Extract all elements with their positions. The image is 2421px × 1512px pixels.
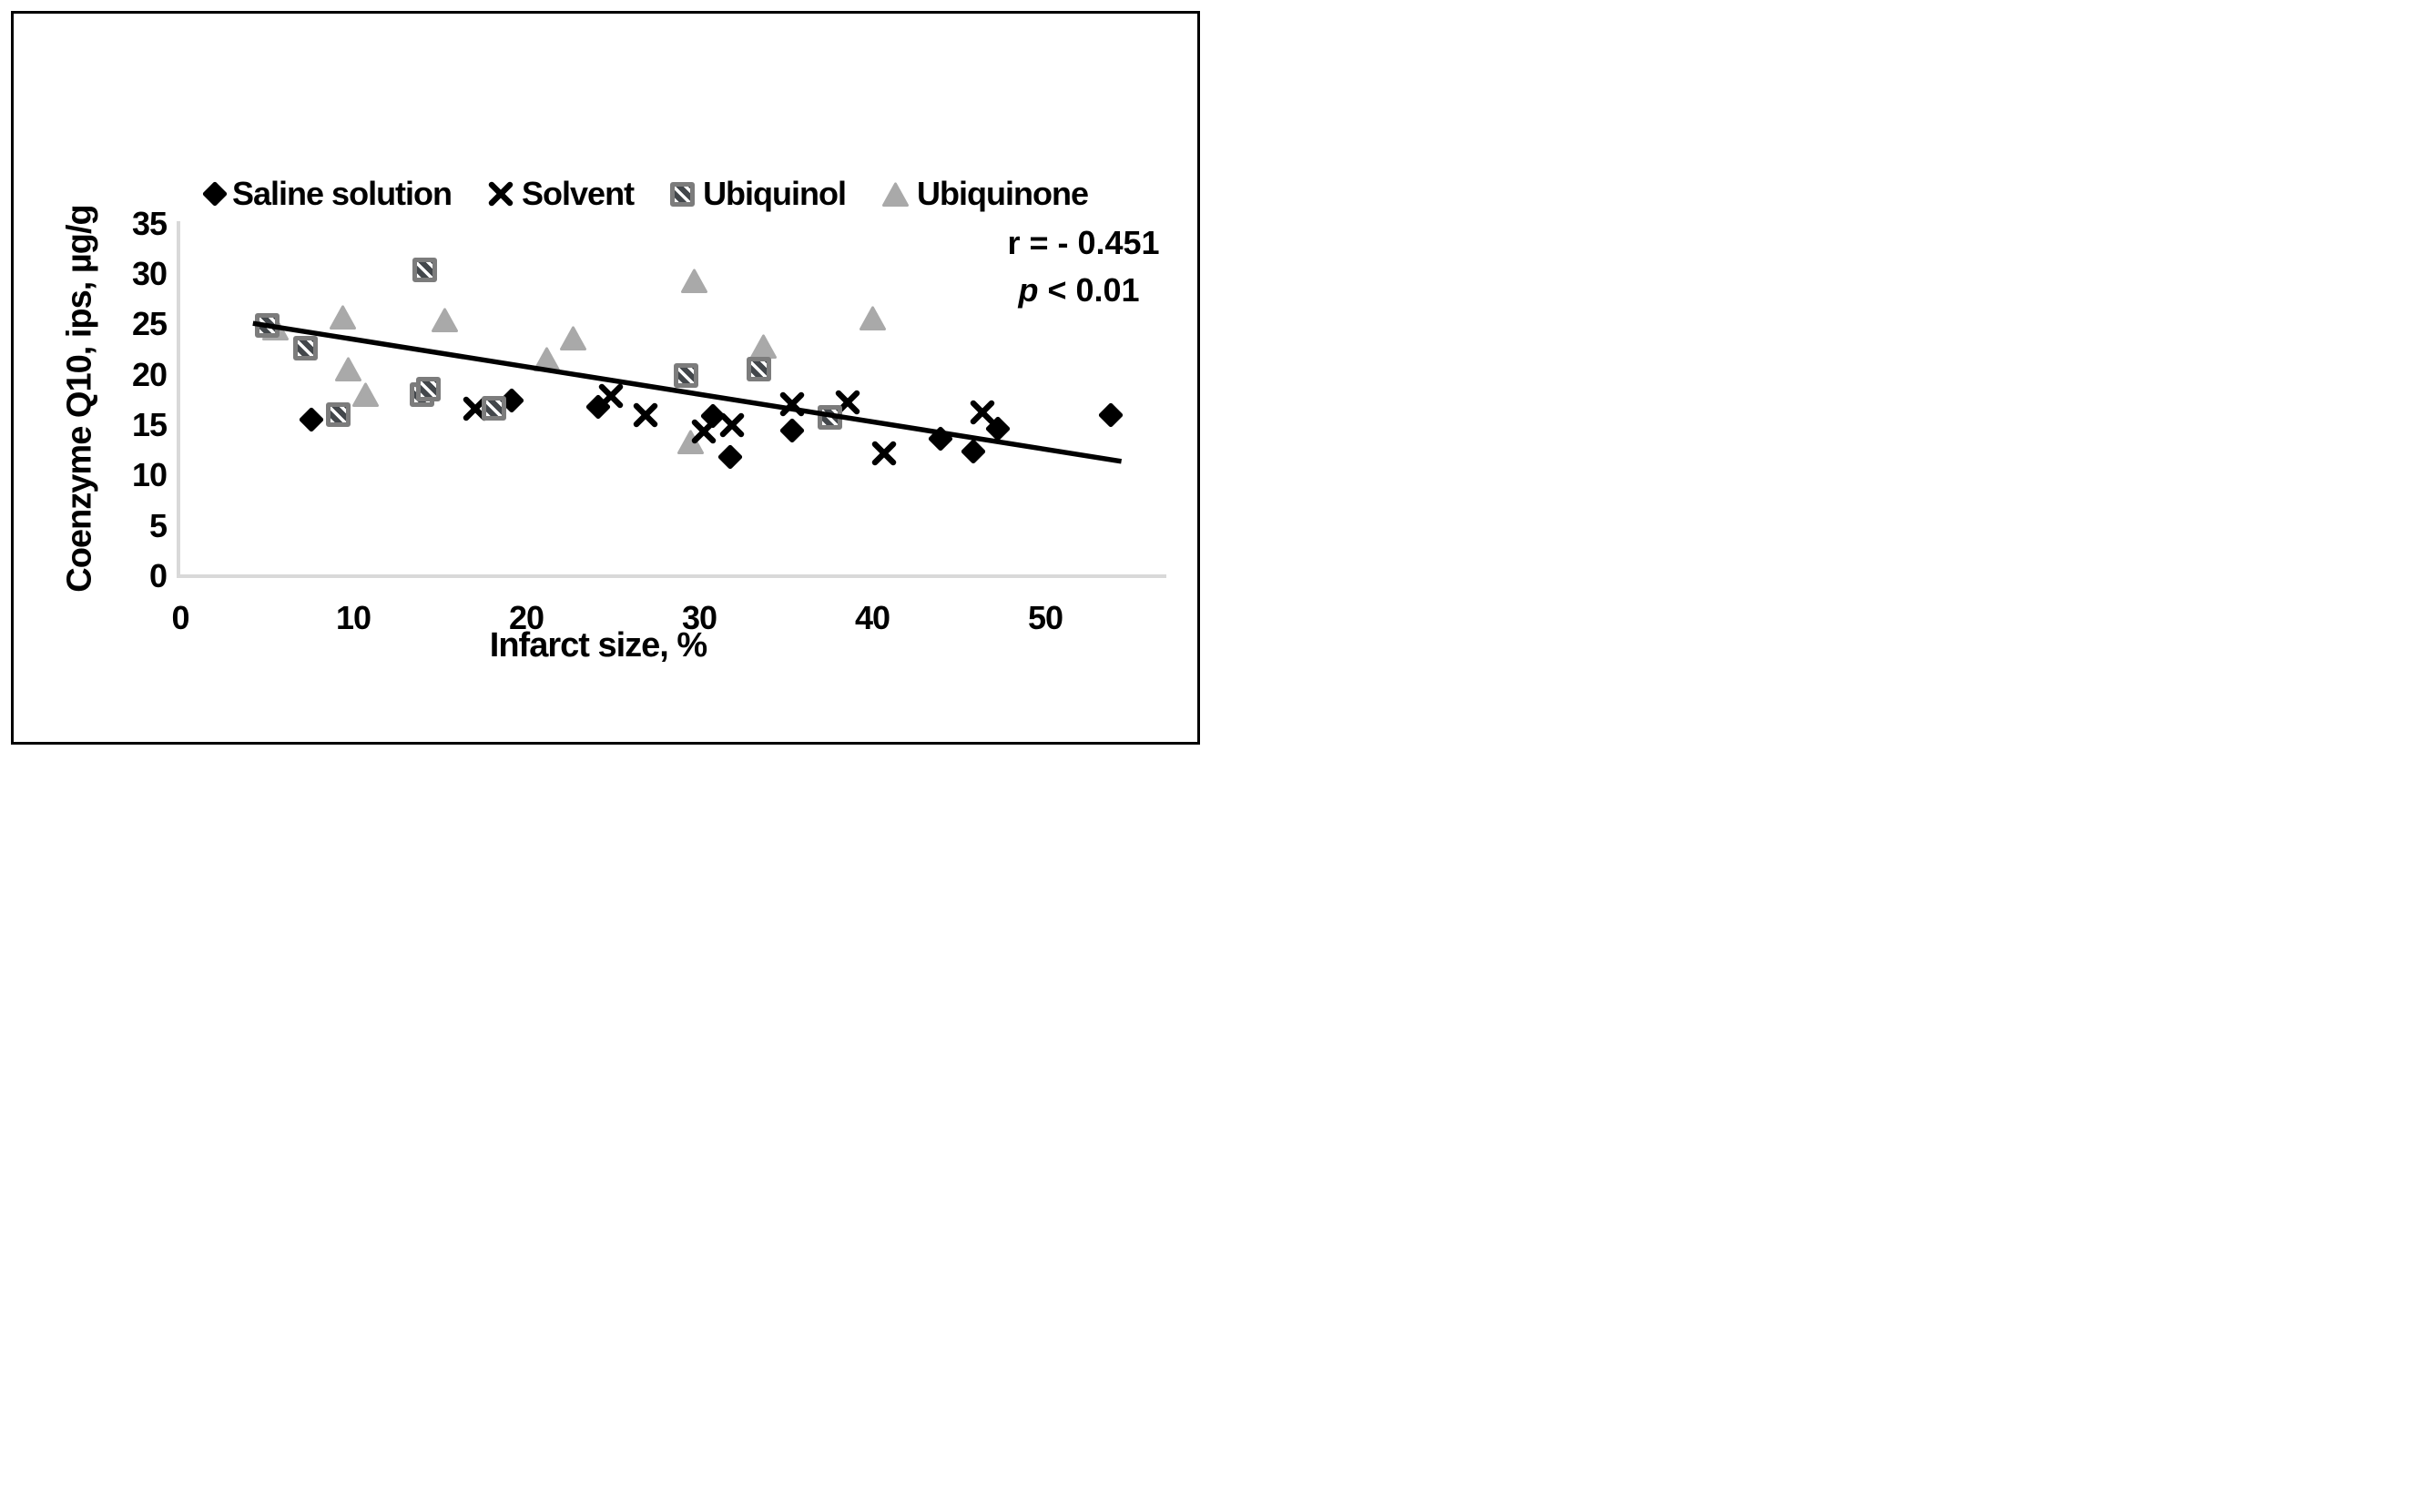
triangle-icon <box>330 305 357 330</box>
point-solvent[interactable] <box>633 402 658 428</box>
point-saline-solution[interactable] <box>984 415 1012 441</box>
y-tick-label-20: 20 <box>131 355 168 393</box>
triangle-icon <box>559 326 586 350</box>
legend-label: Saline solution <box>232 175 453 212</box>
triangle-icon <box>351 382 379 407</box>
legend-item-saline-solution[interactable]: Saline solution <box>201 175 453 213</box>
diamond-icon <box>298 406 324 432</box>
x-tick-label-0: 0 <box>171 599 189 636</box>
point-saline-solution[interactable] <box>298 406 324 432</box>
x-tick-label-50: 50 <box>1027 599 1063 636</box>
diamond-icon <box>717 443 743 470</box>
triangle-icon <box>680 269 707 293</box>
pvalue-text: < 0.01 <box>1038 271 1140 309</box>
hatched-square-icon <box>670 181 696 207</box>
point-saline-solution[interactable] <box>699 403 726 430</box>
hatched-square-icon <box>674 362 699 388</box>
plot-area: Saline solution Solvent Ubiquinol Ubiquinon… <box>0 0 1211 756</box>
diamond-icon <box>961 439 987 465</box>
point-ubiquinol[interactable] <box>255 313 280 339</box>
correlation-annotation: r = - 0.451 <box>1007 224 1160 261</box>
diamond-icon <box>699 403 726 430</box>
pvalue-p-symbol: p <box>1018 271 1039 309</box>
diamond-icon <box>1097 402 1124 429</box>
legend-item-ubiquinone[interactable]: Ubiquinone <box>882 175 1089 213</box>
point-ubiquinone[interactable] <box>534 347 561 372</box>
point-ubiquinol[interactable] <box>326 401 351 427</box>
hatched-square-icon <box>482 396 507 421</box>
y-tick-label-10: 10 <box>131 456 168 494</box>
x-icon <box>633 402 657 428</box>
legend-label: Solvent <box>522 175 635 212</box>
point-ubiquinol[interactable] <box>482 396 507 421</box>
point-saline-solution[interactable] <box>717 443 743 470</box>
point-ubiquinol[interactable] <box>412 257 438 282</box>
y-tick-label-25: 25 <box>131 305 168 343</box>
y-axis-title: Coenzyme Q10, ips, µg/g <box>60 205 99 593</box>
point-ubiquinone[interactable] <box>559 326 586 350</box>
triangle-icon <box>334 357 361 382</box>
legend-item-solvent[interactable]: Solvent <box>488 175 635 213</box>
point-saline-solution[interactable] <box>1097 402 1124 429</box>
y-tick-label-30: 30 <box>131 254 168 292</box>
x-tick-label-10: 10 <box>335 599 371 636</box>
hatched-square-icon <box>255 313 280 339</box>
point-ubiquinone[interactable] <box>351 382 379 407</box>
diamond-icon <box>585 394 612 421</box>
legend-label: Ubiquinol <box>703 175 847 212</box>
hatched-square-icon <box>293 335 319 360</box>
x-axis-title: Infarct size, % <box>489 626 707 665</box>
legend-item-ubiquinol[interactable]: Ubiquinol <box>670 175 847 213</box>
triangle-icon <box>432 308 459 332</box>
x-icon <box>779 391 805 416</box>
point-saline-solution[interactable] <box>961 439 987 465</box>
y-tick-label-0: 0 <box>148 557 168 594</box>
point-ubiquinol[interactable] <box>293 335 319 360</box>
legend: Saline solution Solvent Ubiquinol Ubiquinon… <box>201 175 1089 213</box>
point-ubiquinol[interactable] <box>747 357 771 382</box>
x-icon <box>488 181 514 207</box>
hatched-square-icon <box>416 377 442 402</box>
pvalue-annotation: p < 0.01 <box>997 271 1161 310</box>
hatched-square-icon <box>747 357 771 382</box>
point-ubiquinol[interactable] <box>817 405 842 431</box>
diamond-icon <box>778 417 806 444</box>
triangle-icon <box>534 347 561 372</box>
y-axis-line <box>177 221 180 578</box>
point-saline-solution[interactable] <box>585 394 612 421</box>
triangle-icon <box>749 334 777 359</box>
x-tick-label-40: 40 <box>854 599 890 636</box>
point-ubiquinone[interactable] <box>330 305 357 330</box>
hatched-square-icon <box>817 405 842 431</box>
point-solvent[interactable] <box>871 441 897 466</box>
point-ubiquinone[interactable] <box>859 306 886 330</box>
triangle-icon <box>882 182 910 207</box>
y-tick-label-15: 15 <box>131 405 168 443</box>
point-solvent[interactable] <box>779 391 805 417</box>
legend-label: Ubiquinone <box>917 175 1089 212</box>
point-ubiquinone[interactable] <box>749 334 777 359</box>
x-axis-line <box>177 574 1166 578</box>
scatter-chart-figure: { "chart_data": { "type": "scatter", "xl… <box>0 0 1211 756</box>
triangle-icon <box>859 306 886 330</box>
y-tick-label-5: 5 <box>148 506 168 544</box>
x-tick-label-30: 30 <box>681 599 717 636</box>
x-icon <box>871 441 897 466</box>
hatched-square-icon <box>412 257 438 282</box>
diamond-icon <box>984 415 1012 441</box>
point-saline-solution[interactable] <box>928 425 954 452</box>
point-ubiquinol[interactable] <box>416 377 442 402</box>
y-tick-label-35: 35 <box>131 204 168 242</box>
point-ubiquinone[interactable] <box>680 269 707 293</box>
point-ubiquinol[interactable] <box>674 362 699 388</box>
diamond-icon <box>928 425 954 452</box>
point-saline-solution[interactable] <box>778 417 806 444</box>
point-ubiquinone[interactable] <box>334 357 361 382</box>
point-ubiquinone[interactable] <box>432 308 459 332</box>
hatched-square-icon <box>326 401 351 427</box>
x-tick-label-20: 20 <box>508 599 544 636</box>
diamond-icon <box>201 180 229 208</box>
